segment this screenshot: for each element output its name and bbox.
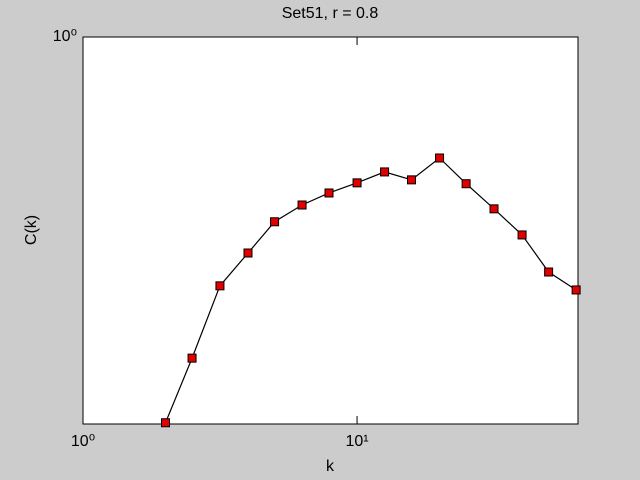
data-point [435,153,445,163]
data-point [324,188,334,198]
data-point [461,179,471,189]
x-tick-label: 10⁰ [71,433,95,450]
data-point [571,285,581,295]
data-point [407,175,417,185]
data-point [161,418,170,428]
x-axis-label: k [326,458,335,475]
data-point [544,267,554,277]
data-point [517,230,527,240]
x-tick-label: 10¹ [345,433,368,450]
data-point [297,200,307,210]
data-point [243,248,253,258]
data-point [270,217,280,227]
data-point [215,281,225,291]
data-point [380,167,390,177]
data-point [352,178,362,188]
y-tick-label: 10⁰ [53,28,77,45]
data-point [187,353,197,363]
chart-title: Set51, r = 0.8 [282,5,379,22]
series-line [164,157,577,423]
y-axis-label: C(k) [23,215,40,245]
data-point [489,204,499,214]
plot-area [82,36,579,425]
